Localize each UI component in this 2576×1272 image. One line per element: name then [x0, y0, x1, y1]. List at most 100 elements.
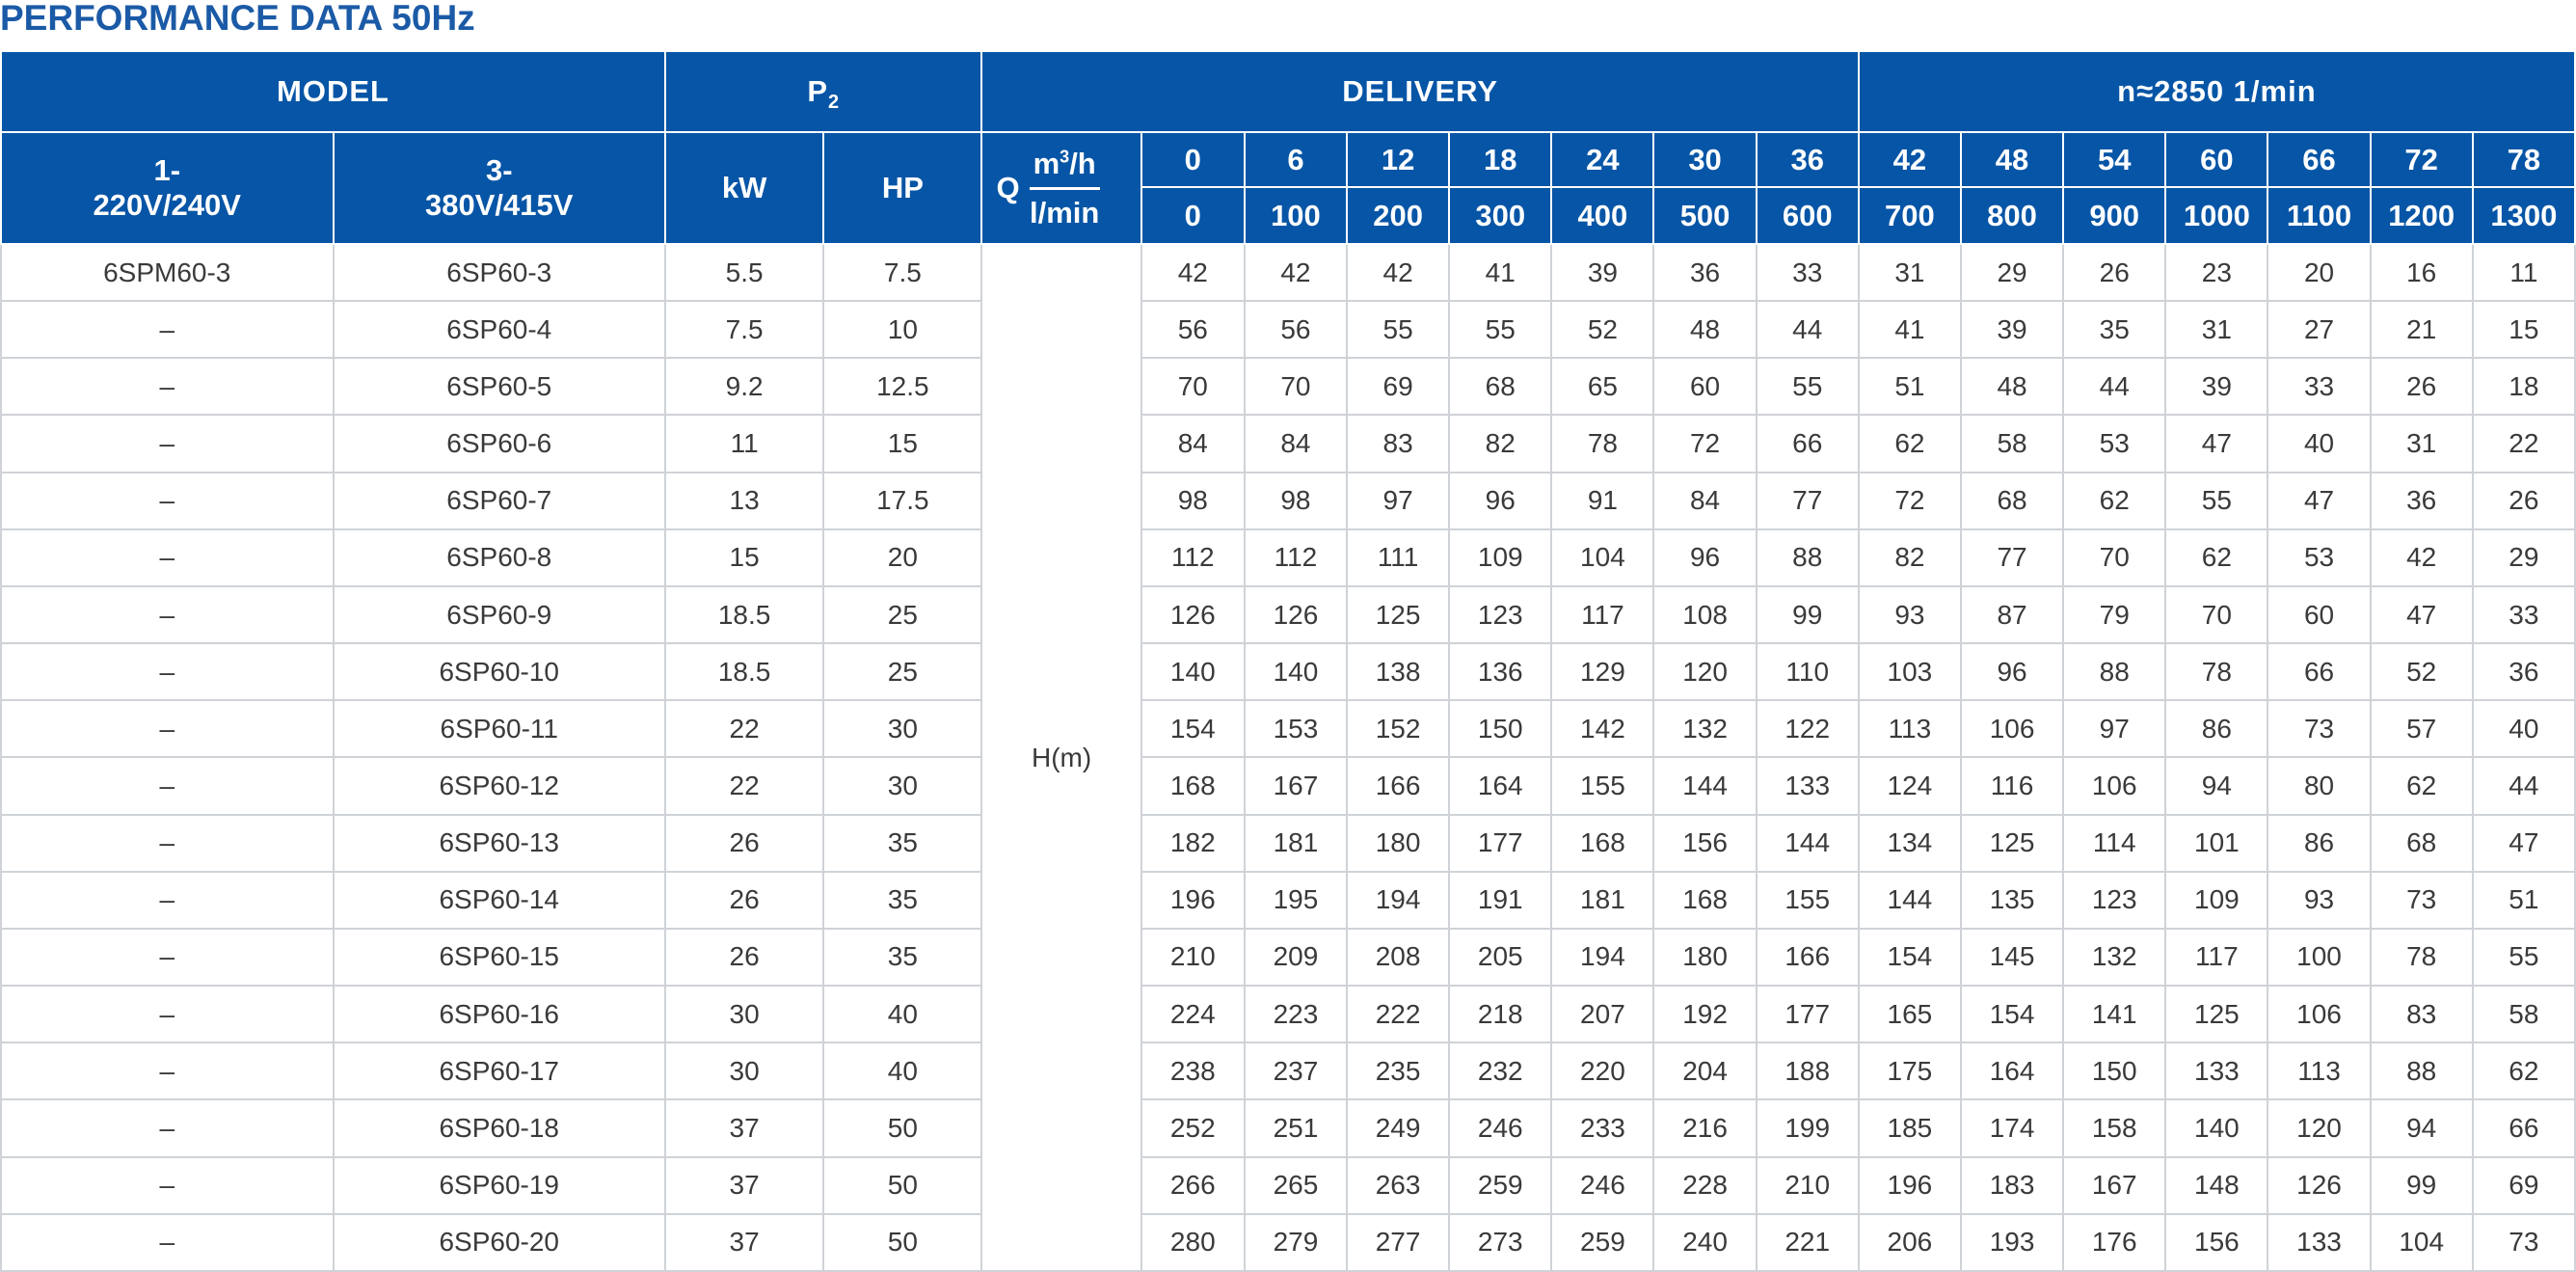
head-value-cell: 88 [2369, 1042, 2474, 1101]
head-value-cell: 47 [2164, 414, 2269, 474]
hp-cell: 50 [822, 1212, 983, 1272]
head-value-cell: 176 [2062, 1212, 2167, 1272]
head-value-cell: 78 [1550, 414, 1655, 474]
model-1ph-cell: – [0, 1212, 335, 1272]
head-value-cell: 93 [1857, 584, 1962, 645]
head-value-cell: 206 [1857, 1212, 1962, 1272]
head-value-cell: 154 [1140, 699, 1246, 759]
model-3ph-cell: 6SP60-14 [332, 870, 666, 930]
hp-cell: 7.5 [822, 242, 983, 303]
flow-m3h-header: 72 [2369, 131, 2474, 188]
head-value-cell: 210 [1755, 1155, 1860, 1215]
head-value-cell: 181 [1243, 813, 1349, 873]
head-value-cell: 117 [2164, 927, 2269, 988]
head-value-cell: 140 [2164, 1098, 2269, 1158]
head-value-cell: 192 [1652, 985, 1758, 1044]
head-value-cell: 180 [1652, 927, 1758, 988]
model-3ph-cell: 6SP60-8 [332, 528, 666, 587]
head-value-cell: 194 [1346, 870, 1451, 930]
head-value-cell: 80 [2267, 756, 2372, 816]
head-value-cell: 135 [1959, 870, 2065, 930]
hp-cell: 40 [822, 985, 983, 1044]
head-value-cell: 249 [1346, 1098, 1451, 1158]
head-value-cell: 66 [1755, 414, 1860, 474]
model-3ph-cell: 6SP60-4 [332, 300, 666, 360]
head-value-cell: 194 [1550, 927, 1655, 988]
head-value-cell: 69 [1346, 357, 1451, 417]
head-value-cell: 77 [1959, 528, 2065, 587]
head-value-cell: 73 [2471, 1212, 2576, 1272]
model-3ph-cell: 6SP60-20 [332, 1212, 666, 1272]
head-value-cell: 154 [1857, 927, 1962, 988]
table-row: 6SPM60-3 6SP60-3 5.5 7.5 H(m) 42 42 42 41 39 36 33 3… [0, 242, 2576, 1272]
head-value-cell: 126 [1140, 584, 1246, 645]
hp-cell: 35 [822, 870, 983, 930]
head-value-cell: 111 [1346, 528, 1451, 587]
delivery-header: DELIVERY [980, 50, 1860, 133]
head-value-cell: 16 [2369, 242, 2474, 303]
head-value-cell: 113 [1857, 699, 1962, 759]
head-value-cell: 83 [1346, 414, 1451, 474]
head-value-cell: 18 [2471, 357, 2576, 417]
flow-m3h-header: 6 [1243, 131, 1349, 188]
head-value-cell: 156 [2164, 1212, 2269, 1272]
head-value-cell: 279 [1243, 1212, 1349, 1272]
head-value-cell: 120 [1652, 642, 1758, 702]
head-value-cell: 68 [1448, 357, 1553, 417]
head-value-cell: 233 [1550, 1098, 1655, 1158]
head-value-cell: 48 [1652, 300, 1758, 360]
head-value-cell: 216 [1652, 1098, 1758, 1158]
head-value-cell: 106 [2267, 985, 2372, 1044]
head-value-cell: 26 [2471, 471, 2576, 530]
head-value-cell: 56 [1243, 300, 1349, 360]
hp-cell: 12.5 [822, 357, 983, 417]
head-value-cell: 55 [1755, 357, 1860, 417]
p2-subscript: 2 [828, 92, 841, 114]
head-value-cell: 65 [1550, 357, 1655, 417]
head-value-cell: 122 [1755, 699, 1860, 759]
head-value-cell: 31 [2369, 414, 2474, 474]
model-3ph-cell: 6SP60-17 [332, 1042, 666, 1101]
head-value-cell: 108 [1652, 584, 1758, 645]
model-3ph-cell: 6SP60-15 [332, 927, 666, 988]
head-value-cell: 166 [1346, 756, 1451, 816]
hp-cell: 30 [822, 756, 983, 816]
head-value-cell: 144 [1857, 870, 1962, 930]
flow-lmin-header: 200 [1346, 186, 1451, 245]
head-value-cell: 152 [1346, 699, 1451, 759]
table-row: –6SP60-4 7.5 10 56 56 55 55 52 48 44 41 39 35 31 27 21 1… [0, 300, 2576, 360]
head-value-cell: 232 [1448, 1042, 1553, 1101]
flow-m3h-header: 78 [2471, 131, 2576, 188]
head-value-cell: 70 [2164, 584, 2269, 645]
head-value-cell: 31 [2164, 300, 2269, 360]
head-value-cell: 79 [2062, 584, 2167, 645]
kw-cell: 15 [663, 528, 825, 587]
head-value-cell: 183 [1959, 1155, 2065, 1215]
head-value-cell: 52 [2369, 642, 2474, 702]
head-value-cell: 125 [2164, 985, 2269, 1044]
head-value-cell: 55 [1346, 300, 1451, 360]
model-1ph-cell: – [0, 584, 335, 645]
head-value-cell: 138 [1346, 642, 1451, 702]
head-value-cell: 72 [1857, 471, 1962, 530]
head-value-cell: 60 [2267, 584, 2372, 645]
head-value-cell: 26 [2369, 357, 2474, 417]
model-1ph-cell: – [0, 1155, 335, 1215]
table-row: –6SP60-15 26 35 210 209 208 205 194 180 166 154 145… [0, 927, 2576, 988]
head-value-cell: 191 [1448, 870, 1553, 930]
head-value-cell: 97 [2062, 699, 2167, 759]
flow-m3h-header: 66 [2267, 131, 2372, 188]
table-row: –6SP60-19 37 50 266 265 263 259 246 228 210 196 183… [0, 1155, 2576, 1215]
model-1ph-cell: – [0, 699, 335, 759]
head-value-cell: 123 [2062, 870, 2167, 930]
head-value-cell: 33 [2267, 357, 2372, 417]
head-label-cell: H(m) [980, 243, 1142, 1272]
head-value-cell: 35 [2062, 300, 2167, 360]
head-value-cell: 60 [1652, 357, 1758, 417]
head-value-cell: 164 [1448, 756, 1553, 816]
flow-lmin-header: 700 [1857, 186, 1962, 245]
model-3ph-cell: 6SP60-12 [332, 756, 666, 816]
head-value-cell: 39 [2164, 357, 2269, 417]
kw-cell: 37 [663, 1155, 825, 1215]
kw-cell: 22 [663, 699, 825, 759]
